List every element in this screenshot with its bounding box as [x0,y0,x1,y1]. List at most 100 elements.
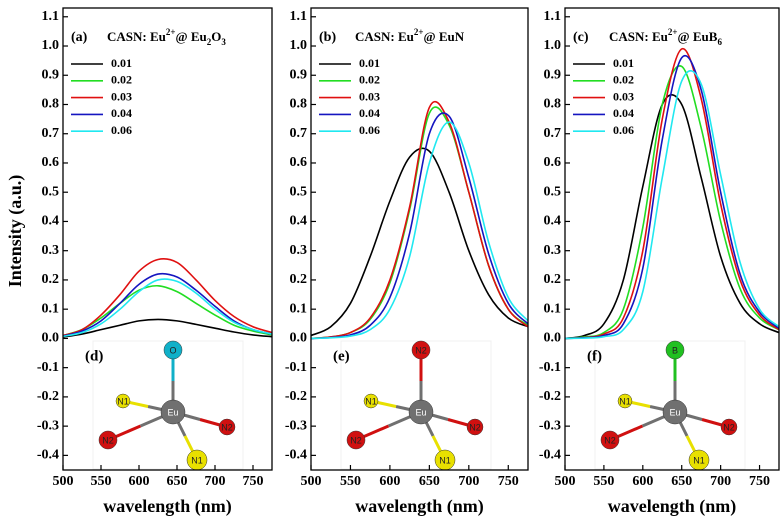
panel-title: CASN: Eu2+@ Eu2O3 [107,27,226,47]
atom-label: O [169,345,176,355]
series-line [564,54,780,340]
y-tick-label: 0.9 [42,67,60,82]
series-line [62,272,273,337]
atom [346,430,366,450]
legend-label: 0.01 [359,56,380,70]
y-tick-label: 0.5 [42,184,60,199]
legend-label: 0.02 [359,73,380,87]
series-line [62,318,273,338]
x-axis-label: wavelength (nm) [355,496,484,517]
y-tick-label: 1.0 [544,38,562,53]
y-tick-label: -0.1 [539,360,561,375]
x-tick-label: 650 [167,474,188,489]
plot-frame [564,7,780,471]
x-tick-label: 500 [53,474,74,489]
atom [411,340,431,360]
panel: B N1 Eu N2 N2 N1 (f) 1.1 1.0 0.9 0.8 0.7 0.6 0.5 0.4 0.… [539,7,780,517]
x-tick-label: 700 [458,474,479,489]
atom [163,340,183,360]
inset-label: (d) [85,348,103,364]
panel-label: (a) [71,30,88,45]
title-part: 2+ [414,27,424,37]
panel-label: (b) [319,30,336,45]
title-part: 6 [717,37,722,47]
legend-label: 0.01 [613,56,634,70]
atom-label: N1 [619,396,631,406]
legend-label: 0.03 [613,89,634,103]
x-tick-label: 550 [593,474,614,489]
legend-label: 0.03 [111,89,132,103]
atom-label: N1 [191,455,203,465]
y-tick-label: -0.2 [539,389,561,404]
legend-label: 0.04 [359,106,380,120]
x-tick-label: 600 [379,474,400,489]
title-part: CASN: Eu [609,29,668,44]
legend-label: 0.02 [111,73,132,87]
y-tick-label: -0.3 [37,418,59,433]
legend-label: 0.06 [613,123,634,137]
y-tick-label: 0.7 [42,126,60,141]
atom [600,430,620,450]
y-tick-label: 0.2 [42,272,60,287]
panel-label: (c) [573,30,589,45]
inset: B N1 Eu N2 N2 N1 (f) [587,340,746,471]
y-tick-label: 0.8 [544,97,562,112]
y-tick-label: 0.5 [290,184,308,199]
x-tick-label: 750 [243,474,264,489]
atom-label: N2 [221,422,233,432]
y-tick-label: 0.1 [42,301,60,316]
y-tick-label: 0.7 [290,126,308,141]
title-part: 2+ [668,27,678,37]
y-tick-label: 0.1 [544,301,562,316]
atom-label: Eu [415,407,426,417]
title-part: @ EuN [424,29,465,44]
plot-frame [62,7,273,471]
legend-label: 0.04 [111,106,132,120]
panel: N2 N1 Eu N2 N2 N1 (e) 1.1 1.0 0.9 0.8 0.7 0.6 0.5 0.4 0… [285,7,529,517]
atom-label: N1 [693,455,705,465]
atom-label: N2 [723,422,735,432]
y-tick-label: 0.1 [290,301,308,316]
atom-label: N2 [604,435,616,445]
y-tick-label: 0.0 [544,331,562,346]
atom-label: N2 [350,435,362,445]
y-tick-label: -0.3 [539,418,561,433]
y-tick-label: -0.4 [37,448,59,463]
x-tick-label: 550 [340,474,361,489]
x-tick-label: 750 [498,474,519,489]
y-tick-label: -0.1 [285,360,307,375]
y-tick-label: 0.3 [42,243,60,258]
y-tick-label: -0.2 [285,389,307,404]
y-tick-label: 0.7 [544,126,562,141]
y-tick-label: 0.4 [42,214,60,229]
atom [466,418,484,436]
legend-label: 0.06 [111,123,132,137]
x-axis-label: wavelength (nm) [103,496,232,517]
x-tick-label: 500 [555,474,576,489]
legend-label: 0.02 [613,73,634,87]
legend-label: 0.03 [359,89,380,103]
y-tick-label: 0.8 [290,97,308,112]
series-line [310,100,529,340]
title-part: @ EuB [678,29,718,44]
y-tick-label: 0.2 [290,272,308,287]
inset: N2 N1 Eu N2 N2 N1 (e) [333,340,492,471]
series-line [62,258,273,337]
y-tick-label: 1.1 [290,9,308,24]
atom-label: N2 [415,345,427,355]
plot-frame [310,7,529,471]
y-tick-label: -0.4 [539,448,561,463]
panel-title: CASN: Eu2+@ EuN [355,27,465,44]
x-tick-label: 700 [205,474,226,489]
y-tick-label: 0.5 [544,184,562,199]
x-tick-label: 700 [710,474,731,489]
y-axis-label: Intensity (a.u.) [5,175,26,288]
y-tick-label: -0.1 [37,360,59,375]
y-tick-label: -0.3 [285,418,307,433]
series-line [62,284,273,337]
atom-label: N2 [102,435,114,445]
x-tick-label: 750 [749,474,770,489]
series-line [564,70,780,340]
atom-label: N1 [439,455,451,465]
